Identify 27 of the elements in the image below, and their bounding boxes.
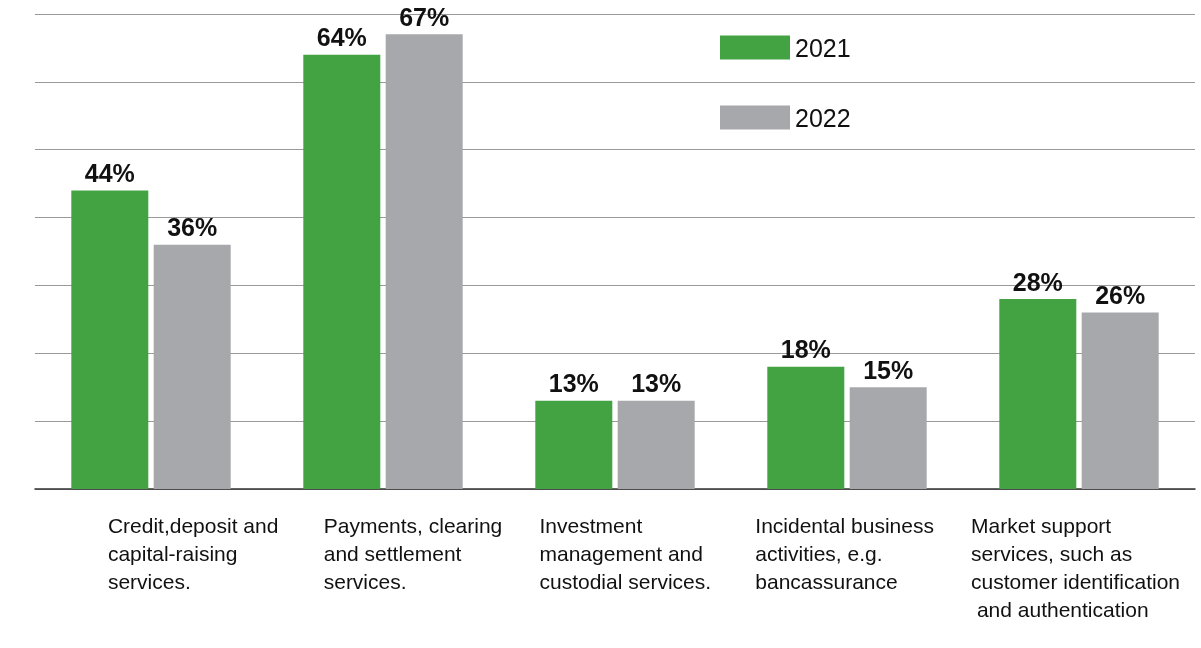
bar xyxy=(617,400,695,489)
x-tick-label: Market support services, such as customer identification and authentication xyxy=(971,513,1181,621)
data-label: 67% xyxy=(399,2,450,31)
data-label: 44% xyxy=(84,158,135,187)
x-tick-label: Payments, clearing and settlement services. xyxy=(323,513,509,593)
data-label: 36% xyxy=(167,213,218,242)
data-label: 26% xyxy=(1095,281,1146,310)
x-tick-label: Credit,deposit and capital-raising services. xyxy=(107,513,285,593)
bar xyxy=(385,34,463,489)
x-tick-label: Incidental business activities, e.g. bancassurance xyxy=(755,513,940,593)
bar xyxy=(1081,312,1159,489)
data-label: 13% xyxy=(631,369,682,398)
data-label: 13% xyxy=(548,369,599,398)
data-label: 15% xyxy=(863,355,914,384)
bar xyxy=(849,387,927,489)
data-label: 28% xyxy=(1012,267,1063,296)
data-label: 64% xyxy=(316,23,367,52)
bar xyxy=(999,299,1077,489)
legend-label: 2022 xyxy=(795,103,851,132)
bar xyxy=(535,400,613,489)
bar xyxy=(303,54,381,489)
legend-label: 2021 xyxy=(795,33,851,62)
bar xyxy=(767,366,845,489)
bar xyxy=(153,244,231,489)
data-label: 18% xyxy=(780,335,831,364)
x-tick-label: Investment management and custodial services. xyxy=(539,513,712,593)
bar xyxy=(71,190,149,489)
